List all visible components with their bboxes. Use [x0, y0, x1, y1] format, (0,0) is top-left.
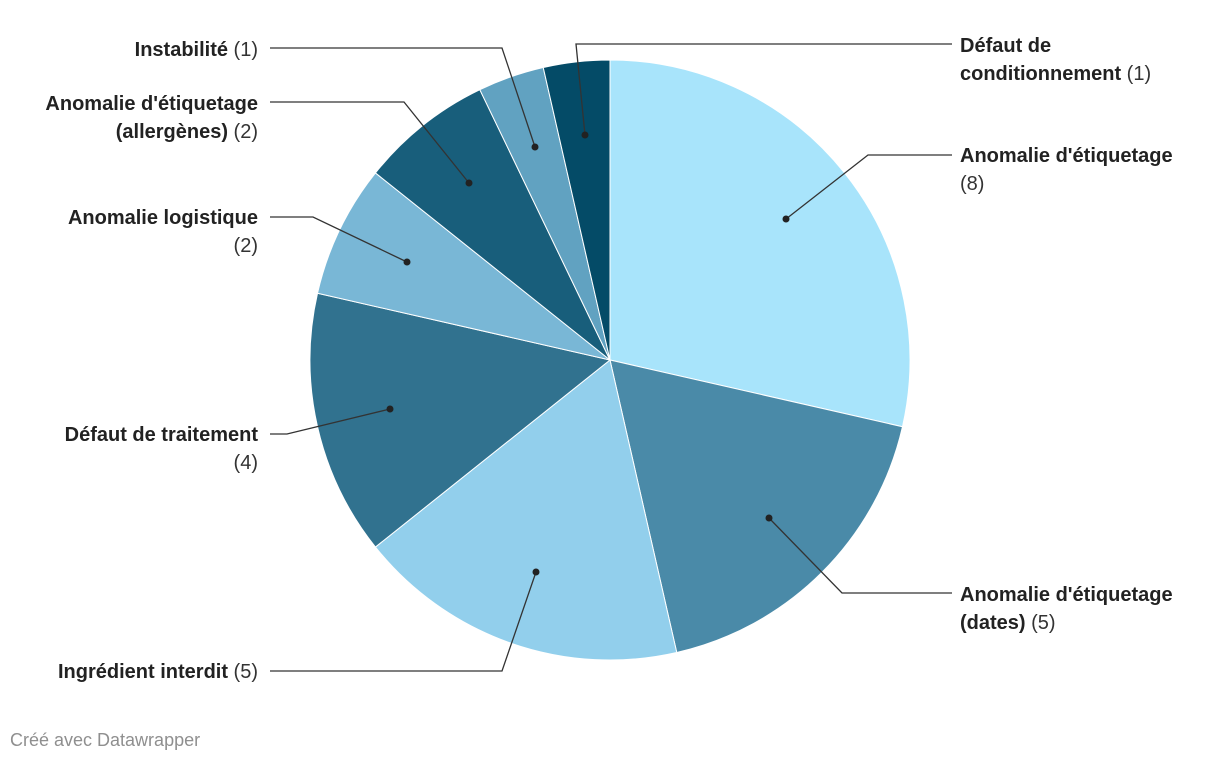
slice-count: (1): [228, 39, 258, 61]
slice-label-0: Anomalie d'étiquetage (8): [960, 145, 1173, 195]
slice-count: (5): [228, 661, 258, 683]
leader-line-1: [768, 517, 952, 594]
pie-slices: [309, 59, 911, 661]
slice-label-line: conditionnement: [960, 63, 1121, 85]
leader-dot-1: [765, 514, 773, 522]
slice-label-line: Anomalie logistique: [68, 207, 258, 229]
leader-dot-5: [465, 179, 473, 187]
leader-dot-2: [532, 568, 540, 576]
slice-label-7: Défaut de conditionnement (1): [960, 35, 1151, 85]
slice-label-line: Défaut de traitement: [65, 424, 259, 446]
slice-count: (2): [228, 121, 258, 143]
leader-line-7: [575, 43, 952, 136]
pie-labels: Anomalie d'étiquetage (8)Anomalie d'étiqu…: [45, 35, 1172, 683]
pie-slice-7: [542, 59, 611, 361]
slice-label-6: Instabilité (1): [135, 39, 258, 61]
slice-label-line: Anomalie d'étiquetage: [960, 584, 1173, 606]
leader-dot-3: [386, 405, 394, 413]
slice-count: (4): [234, 452, 258, 474]
slice-label-line: (dates): [960, 612, 1026, 634]
leader-dot-6: [531, 143, 539, 151]
leader-line-2: [270, 571, 537, 672]
footer-credit: Créé avec Datawrapper: [10, 730, 201, 750]
leader-line-6: [270, 47, 536, 148]
slice-count: (2): [234, 235, 258, 257]
leader-line-0: [785, 154, 952, 220]
slice-label-line: Défaut de: [960, 35, 1051, 57]
slice-count: (1): [1121, 63, 1151, 85]
leader-dot-4: [403, 258, 411, 266]
slice-label-2: Ingrédient interdit (5): [58, 661, 258, 683]
slice-label-4: Anomalie logistique (2): [68, 207, 258, 257]
slice-label-1: Anomalie d'étiquetage (dates) (5): [960, 584, 1173, 634]
slice-label-line: Instabilité: [135, 39, 228, 61]
slice-label-line: Anomalie d'étiquetage: [960, 145, 1173, 167]
slice-label-line: (allergènes): [116, 121, 228, 143]
slice-count: (8): [960, 173, 984, 195]
slice-count: (5): [1026, 612, 1056, 634]
leader-dot-7: [581, 131, 589, 139]
leader-line-5: [270, 101, 470, 184]
leader-line-4: [270, 216, 408, 263]
slice-label-line: Ingrédient interdit: [58, 661, 228, 683]
slice-label-5: Anomalie d'étiquetage (allergènes) (2): [45, 93, 258, 143]
slice-label-3: Défaut de traitement (4): [65, 424, 259, 474]
slice-label-line: Anomalie d'étiquetage: [45, 93, 258, 115]
leader-dot-0: [782, 215, 790, 223]
leader-line-3: [270, 408, 391, 435]
